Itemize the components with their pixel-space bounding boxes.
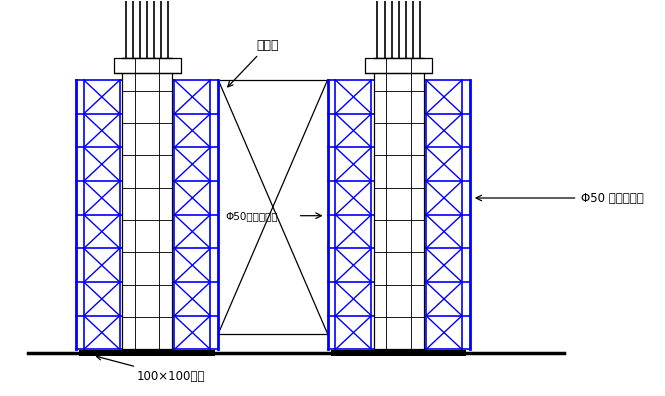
- Bar: [114, 58, 181, 73]
- Text: Φ50钙管脚手架: Φ50钙管脚手架: [225, 211, 277, 221]
- Text: Φ50 钙管脚手架: Φ50 钙管脚手架: [581, 192, 644, 204]
- Bar: [365, 58, 432, 73]
- Bar: [331, 350, 466, 356]
- Bar: [374, 58, 424, 349]
- Text: 人行桥: 人行桥: [228, 38, 279, 87]
- Bar: [122, 58, 172, 349]
- Text: 100×100方木: 100×100方木: [96, 355, 205, 383]
- Bar: [79, 350, 215, 356]
